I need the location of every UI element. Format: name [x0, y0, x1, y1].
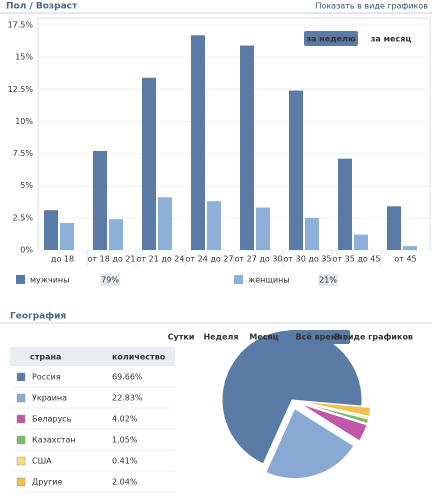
y-tick-label: 10%	[15, 117, 33, 126]
table-swatch	[16, 477, 26, 487]
table-swatch	[16, 393, 26, 403]
pie-slice	[265, 407, 355, 480]
table-country: Казахстан	[32, 436, 76, 445]
bar	[60, 223, 74, 250]
y-tick-label: 2.5%	[13, 213, 34, 222]
x-tick-label: от 24 до 27	[186, 255, 234, 264]
table-value: 1.05%	[112, 436, 138, 445]
x-tick-label: от 27 до 30	[235, 255, 283, 264]
legend-share: 79%	[101, 276, 119, 285]
table-country: Беларусь	[32, 415, 72, 424]
table-country: Другие	[32, 478, 62, 487]
x-tick-label: от 45	[394, 255, 416, 264]
bar	[158, 197, 172, 250]
table-header: количество	[112, 353, 166, 362]
period-tab-bg	[304, 31, 358, 46]
table-swatch	[16, 456, 26, 466]
bar	[240, 45, 254, 251]
bar	[191, 35, 205, 251]
table-value: 2.04%	[112, 478, 138, 487]
header-link[interactable]: Показать в виде графиков	[315, 2, 428, 11]
range-tab[interactable]: Неделя	[203, 333, 238, 342]
table-value: 22.83%	[112, 394, 143, 403]
legend-label: женщины	[248, 276, 290, 285]
table-header: страна	[30, 353, 61, 362]
period-tab[interactable]: за неделю	[306, 35, 356, 44]
section-title: География	[10, 312, 66, 322]
x-tick-label: от 21 до 24	[137, 255, 185, 264]
table-country: Россия	[32, 373, 61, 382]
bar	[305, 217, 319, 250]
table-swatch	[16, 372, 26, 382]
bar	[338, 158, 352, 250]
table-swatch	[16, 435, 26, 445]
section-title: Пол / Возраст	[6, 2, 78, 12]
bar	[387, 206, 401, 250]
table-value: 4.02%	[112, 415, 138, 424]
bar	[44, 210, 58, 250]
x-tick-label: до 18	[51, 255, 74, 264]
x-tick-label: от 35 до 45	[333, 255, 381, 264]
range-tab-bg	[288, 330, 350, 344]
bar	[109, 219, 123, 250]
y-tick-label: 17.5%	[8, 21, 34, 30]
x-tick-label: от 30 до 35	[284, 255, 332, 264]
period-tab[interactable]: за месяц	[371, 35, 412, 44]
table-value: 0.41%	[112, 457, 138, 466]
pie-slice	[299, 403, 368, 442]
pie-slice	[300, 400, 372, 417]
bar	[207, 201, 221, 250]
y-tick-label: 7.5%	[13, 149, 34, 158]
table-header-bg	[10, 347, 175, 366]
legend-share-bg	[318, 274, 338, 286]
bar	[354, 234, 368, 250]
y-tick-label: 5%	[20, 181, 33, 190]
range-tab[interactable]: Сутки	[168, 333, 195, 342]
y-tick-label: 12.5%	[8, 85, 34, 94]
bar	[93, 151, 107, 250]
legend-swatch	[16, 275, 25, 284]
bar	[403, 246, 417, 250]
legend-share: 21%	[319, 276, 337, 285]
pie-slice	[300, 401, 370, 420]
legend-share-bg	[100, 274, 120, 286]
legend-label: мужчины	[30, 276, 69, 285]
range-tab[interactable]: Всё время	[296, 333, 343, 342]
x-tick-label: от 18 до 21	[88, 255, 136, 264]
bar	[289, 90, 303, 250]
y-tick-label: 15%	[15, 53, 33, 62]
table-country: США	[32, 457, 52, 466]
legend-swatch	[234, 275, 243, 284]
graph-link[interactable]: В виде графиков	[334, 333, 413, 342]
range-tab[interactable]: Месяц	[249, 333, 278, 342]
bar	[256, 207, 270, 250]
table-value: 69.66%	[112, 373, 143, 382]
pie-slice	[221, 329, 363, 465]
table-country: Украина	[32, 394, 67, 403]
y-tick-label: 0%	[20, 246, 33, 255]
table-swatch	[16, 414, 26, 424]
bar	[142, 77, 156, 250]
